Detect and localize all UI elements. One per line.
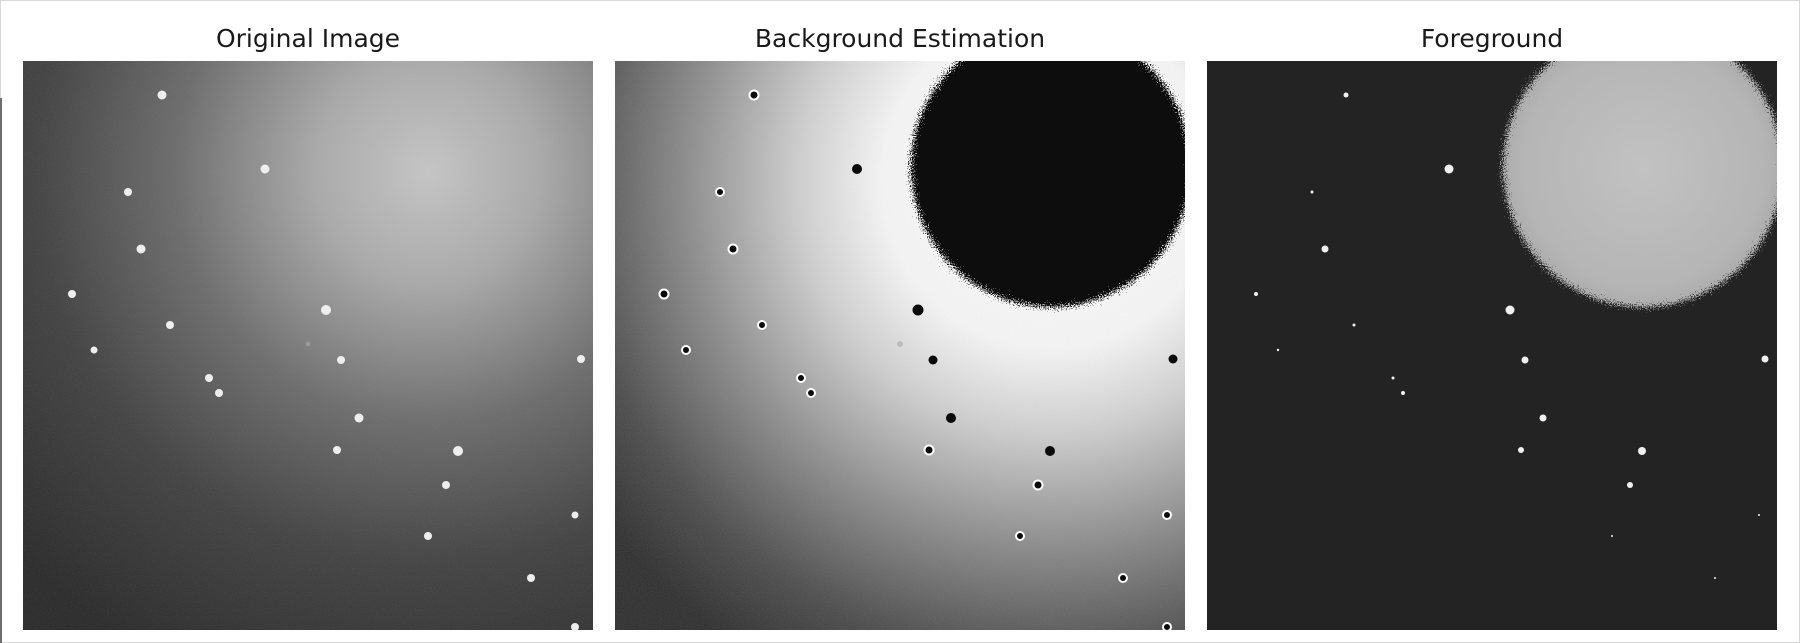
spot: [897, 341, 903, 347]
spot: [796, 373, 806, 383]
panel-foreground: Foreground: [1207, 0, 1777, 643]
spot: [136, 244, 146, 254]
spot: [166, 321, 174, 329]
spot: [1758, 514, 1760, 516]
spot: [1168, 354, 1178, 364]
spot: [1321, 245, 1329, 253]
spot: [337, 356, 345, 364]
spot: [571, 623, 579, 630]
spot: [442, 481, 450, 489]
spot: [571, 511, 579, 519]
background-spots: [658, 89, 1178, 630]
spot: [527, 574, 535, 582]
background-estimation-image: [615, 61, 1185, 630]
panel-title-original: Original Image: [215, 24, 401, 53]
spot: [1638, 447, 1646, 455]
spot: [90, 346, 98, 354]
foreground-bright-blob: [1503, 61, 1777, 307]
spot: [715, 187, 725, 197]
spot: [946, 413, 956, 423]
background-dark-blob: [911, 61, 1185, 307]
spot: [260, 164, 270, 174]
original-spots: [68, 90, 585, 630]
spot: [1444, 164, 1454, 174]
spot: [577, 355, 585, 363]
spot: [928, 355, 938, 365]
spot: [215, 389, 223, 397]
panel-title-foreground: Foreground: [1420, 24, 1564, 53]
spot: [1032, 479, 1044, 491]
spot: [1505, 305, 1515, 315]
spot: [1118, 573, 1128, 583]
original-image: [23, 61, 593, 630]
spot: [205, 374, 213, 382]
spot: [1401, 391, 1405, 395]
panel-title-background: Background Estimation: [754, 24, 1046, 53]
spot: [354, 413, 364, 423]
spot: [1343, 92, 1349, 98]
figure-edge-mark: [0, 98, 2, 643]
spot: [1162, 510, 1172, 520]
spot: [305, 341, 311, 347]
spot: [157, 90, 167, 100]
spot: [806, 388, 816, 398]
spot: [1045, 446, 1055, 456]
spot: [727, 243, 739, 255]
spot: [1714, 577, 1716, 579]
foreground-spots: [1254, 92, 1769, 579]
spot: [424, 532, 432, 540]
panel-background: Background Estimation: [615, 0, 1185, 643]
spot: [1015, 531, 1025, 541]
spot: [1310, 190, 1314, 194]
foreground-image: [1207, 61, 1777, 630]
spot: [453, 446, 463, 456]
spot: [1761, 355, 1769, 363]
spot: [1627, 482, 1633, 488]
spot: [1518, 447, 1524, 453]
spot: [1254, 292, 1258, 296]
spot: [658, 288, 670, 300]
spot: [68, 290, 76, 298]
spot: [748, 89, 760, 101]
spot: [852, 164, 862, 174]
spot: [1352, 323, 1356, 327]
spot: [681, 345, 691, 355]
spot: [124, 188, 132, 196]
spot: [1539, 414, 1547, 422]
spot: [1521, 356, 1529, 364]
spot: [912, 304, 924, 316]
spot: [1611, 535, 1613, 537]
spot: [321, 305, 331, 315]
spot: [333, 446, 341, 454]
spot: [757, 320, 767, 330]
spot: [1276, 348, 1280, 352]
spot: [1391, 376, 1395, 380]
spot: [923, 444, 935, 456]
panel-original: Original Image: [23, 0, 593, 643]
spot: [1162, 622, 1172, 630]
